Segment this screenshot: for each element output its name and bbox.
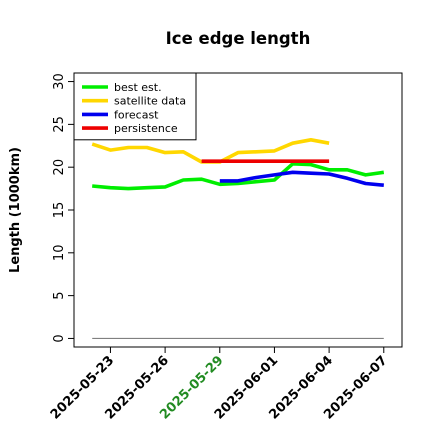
legend: best est.satellite dataforecastpersisten… (73, 72, 197, 141)
series-line-best-est- (92, 162, 385, 191)
y-tick-label: 30 (52, 73, 67, 90)
plot-area (91, 138, 385, 340)
y-tick-label: 15 (52, 202, 67, 219)
series-line-forecast (219, 170, 384, 187)
y-tick-label: 0 (52, 334, 67, 342)
y-tick-label: 5 (52, 291, 67, 299)
y-tick-label: 20 (52, 159, 67, 176)
legend-label: forecast (114, 108, 159, 121)
series-line-satellite-data (91, 138, 330, 164)
chart-title: Ice edge length (166, 29, 311, 48)
legend-label: best est. (114, 81, 162, 94)
y-axis-label: Length (1000km) (8, 147, 23, 273)
legend-label: satellite data (114, 95, 186, 108)
y-tick-label: 25 (52, 116, 67, 133)
legend-label: persistence (114, 122, 178, 135)
y-tick-label: 10 (52, 245, 67, 262)
